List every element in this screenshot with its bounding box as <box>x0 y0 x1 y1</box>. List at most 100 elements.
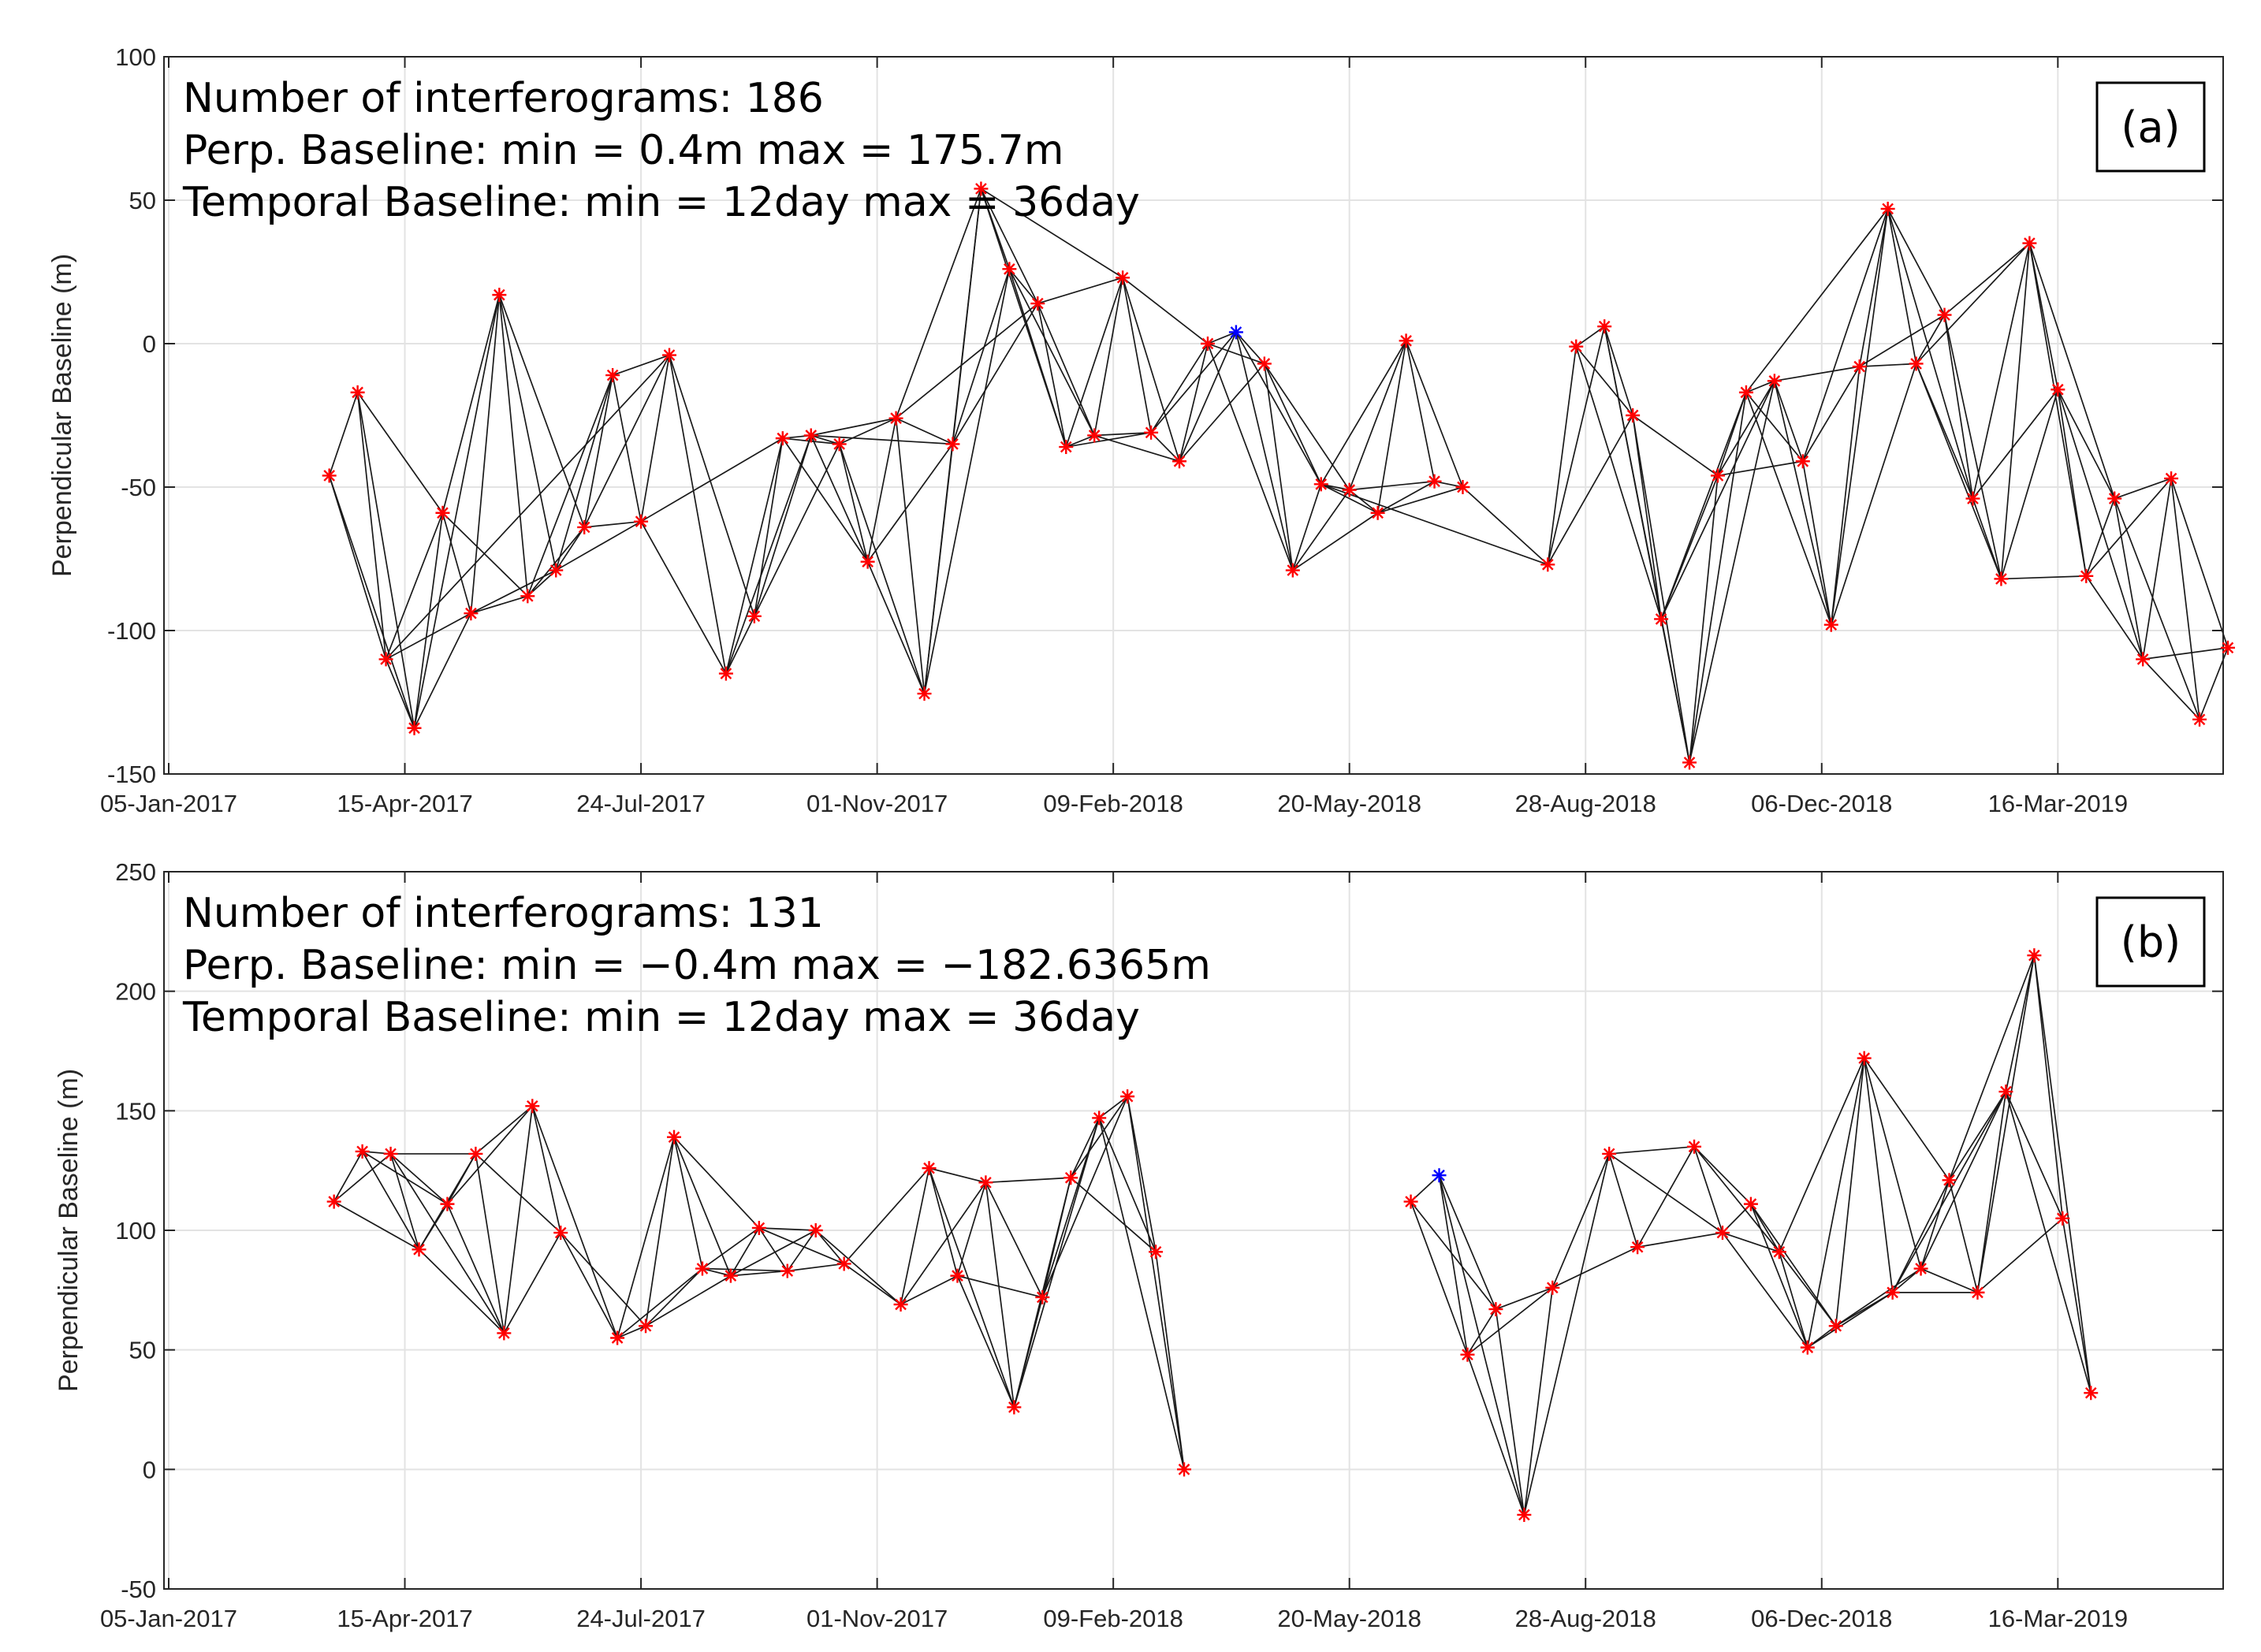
interferogram-edge <box>1207 331 1237 344</box>
interferogram-edge <box>730 1230 817 1277</box>
panel-a: 05-Jan-2017 15-Apr-2017 24-Jul-2017 01-Nov-… <box>47 43 2235 817</box>
interferogram-edge <box>413 512 444 728</box>
interferogram-edge <box>333 1151 363 1203</box>
interferogram-edge <box>1207 343 1294 571</box>
interferogram-edge <box>389 1153 420 1250</box>
interferogram-edge <box>1291 484 1322 571</box>
acquisition-marker <box>1743 1196 1758 1211</box>
interferogram-edge <box>1320 483 1350 491</box>
interferogram-edge <box>928 1167 1015 1408</box>
interferogram-edge <box>929 1167 986 1184</box>
acquisition-marker <box>525 1099 540 1114</box>
interferogram-edge <box>952 188 982 445</box>
acquisition-marker <box>1545 1280 1560 1295</box>
interferogram-edge <box>1041 1118 1100 1298</box>
acquisition-marker <box>1427 474 1442 489</box>
interferogram-edge <box>1008 268 1095 436</box>
interferogram-edge <box>725 616 755 674</box>
x-tick-label: 28-Aug-2018 <box>1515 790 1656 817</box>
interferogram-edge <box>1632 415 1719 477</box>
interferogram-edge <box>2170 478 2229 649</box>
interferogram-edge <box>1637 1146 1695 1248</box>
interferogram-edge <box>2028 243 2088 576</box>
interferogram-edge <box>645 1274 732 1327</box>
info-perp-baseline-b: Perp. Baseline: min = −0.4m max = −182.6… <box>183 942 1211 989</box>
interferogram-edge <box>1496 1287 1553 1310</box>
interferogram-edge <box>1122 277 1152 433</box>
interferogram-edge <box>2005 1091 2064 1219</box>
interferogram-edge <box>441 512 528 597</box>
interferogram-edge <box>1264 363 1350 491</box>
interferogram-edge <box>333 1200 419 1251</box>
interferogram-edge <box>583 355 670 528</box>
interferogram-edge <box>527 526 585 597</box>
y-tick-label: 150 <box>115 1097 156 1125</box>
acquisition-marker <box>468 1146 483 1161</box>
interferogram-edge <box>895 188 982 419</box>
acquisition-marker <box>1885 1285 1900 1300</box>
interferogram-edge <box>1438 1175 1525 1516</box>
interferogram-edge <box>1127 1096 1185 1470</box>
interferogram-edge <box>1920 1180 1950 1269</box>
interferogram-edge <box>583 374 613 528</box>
acquisition-marker <box>1200 337 1215 351</box>
interferogram-edge <box>1410 1201 1497 1310</box>
acquisition-marker <box>1002 262 1017 277</box>
interferogram-edge <box>1660 380 1775 620</box>
x-tick-label: 01-Nov-2017 <box>806 1605 948 1632</box>
interferogram-edge <box>645 1267 703 1326</box>
axis-frame-a <box>163 56 2224 775</box>
ticks-a: 05-Jan-2017 15-Apr-2017 24-Jul-2017 01-Nov-… <box>100 43 2223 817</box>
interferogram-edge <box>1915 363 2002 579</box>
interferogram-edge <box>1405 340 1464 488</box>
interferogram-edge <box>471 569 557 614</box>
interferogram-edge <box>2000 389 2059 579</box>
interferogram-edge <box>413 612 472 729</box>
x-tick-label: 09-Feb-2018 <box>1043 1605 1183 1632</box>
interferogram-edge <box>1779 1251 1837 1326</box>
acquisition-marker <box>1370 505 1385 520</box>
interferogram-edge <box>1349 480 1435 491</box>
acquisition-marker <box>1569 339 1584 354</box>
info-temporal-baseline-b: Temporal Baseline: min = 12day max = 36d… <box>182 994 1140 1041</box>
interferogram-edge <box>616 1137 675 1338</box>
interferogram-edge <box>333 1153 392 1203</box>
interferogram-edge <box>1750 1204 1808 1348</box>
interferogram-edge <box>475 1153 561 1233</box>
acquisition-marker <box>1035 1289 1050 1304</box>
interferogram-edge <box>1717 392 1747 476</box>
panel-tag-a: (a) <box>2121 102 2180 152</box>
acquisition-marker <box>1285 563 1300 578</box>
interferogram-edge <box>1915 243 2030 365</box>
interferogram-edge <box>896 303 1038 419</box>
interferogram-edge <box>758 1227 845 1265</box>
interferogram-edge <box>446 1153 477 1205</box>
interferogram-edge <box>2085 478 2172 577</box>
interferogram-edge <box>844 1167 930 1265</box>
interferogram-edge <box>1041 1096 1128 1298</box>
interferogram-edge <box>1972 498 2002 579</box>
plot-area-a <box>164 57 2223 774</box>
panel-tag-box-a <box>2095 81 2206 173</box>
y-tick-label: 50 <box>129 1337 156 1364</box>
acquisition-marker <box>1970 1285 1985 1300</box>
y-tick-label: 0 <box>143 1456 156 1483</box>
interferogram-edge <box>1887 208 1974 499</box>
interferogram-edge <box>787 1263 844 1272</box>
acquisition-marker <box>751 1220 766 1235</box>
interferogram-edge <box>1717 460 1803 477</box>
acquisition-marker <box>1455 480 1470 494</box>
interferogram-edge <box>1943 314 1974 499</box>
acquisition-marker <box>2107 491 2122 506</box>
acquisition-marker <box>1030 296 1045 311</box>
interferogram-edge <box>1041 1178 1072 1298</box>
interferogram-edge <box>1887 208 1917 364</box>
x-tick-label: 15-Apr-2017 <box>337 1605 472 1632</box>
acquisition-marker <box>1488 1302 1503 1317</box>
interferogram-edge <box>673 1137 760 1229</box>
acquisition-marker <box>1092 1111 1107 1126</box>
interferogram-edge <box>1070 1118 1100 1178</box>
interferogram-edge <box>389 1153 505 1334</box>
interferogram-edge <box>1779 1252 1808 1348</box>
